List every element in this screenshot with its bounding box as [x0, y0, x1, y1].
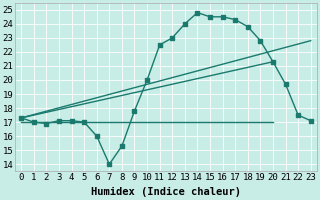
X-axis label: Humidex (Indice chaleur): Humidex (Indice chaleur): [91, 187, 241, 197]
